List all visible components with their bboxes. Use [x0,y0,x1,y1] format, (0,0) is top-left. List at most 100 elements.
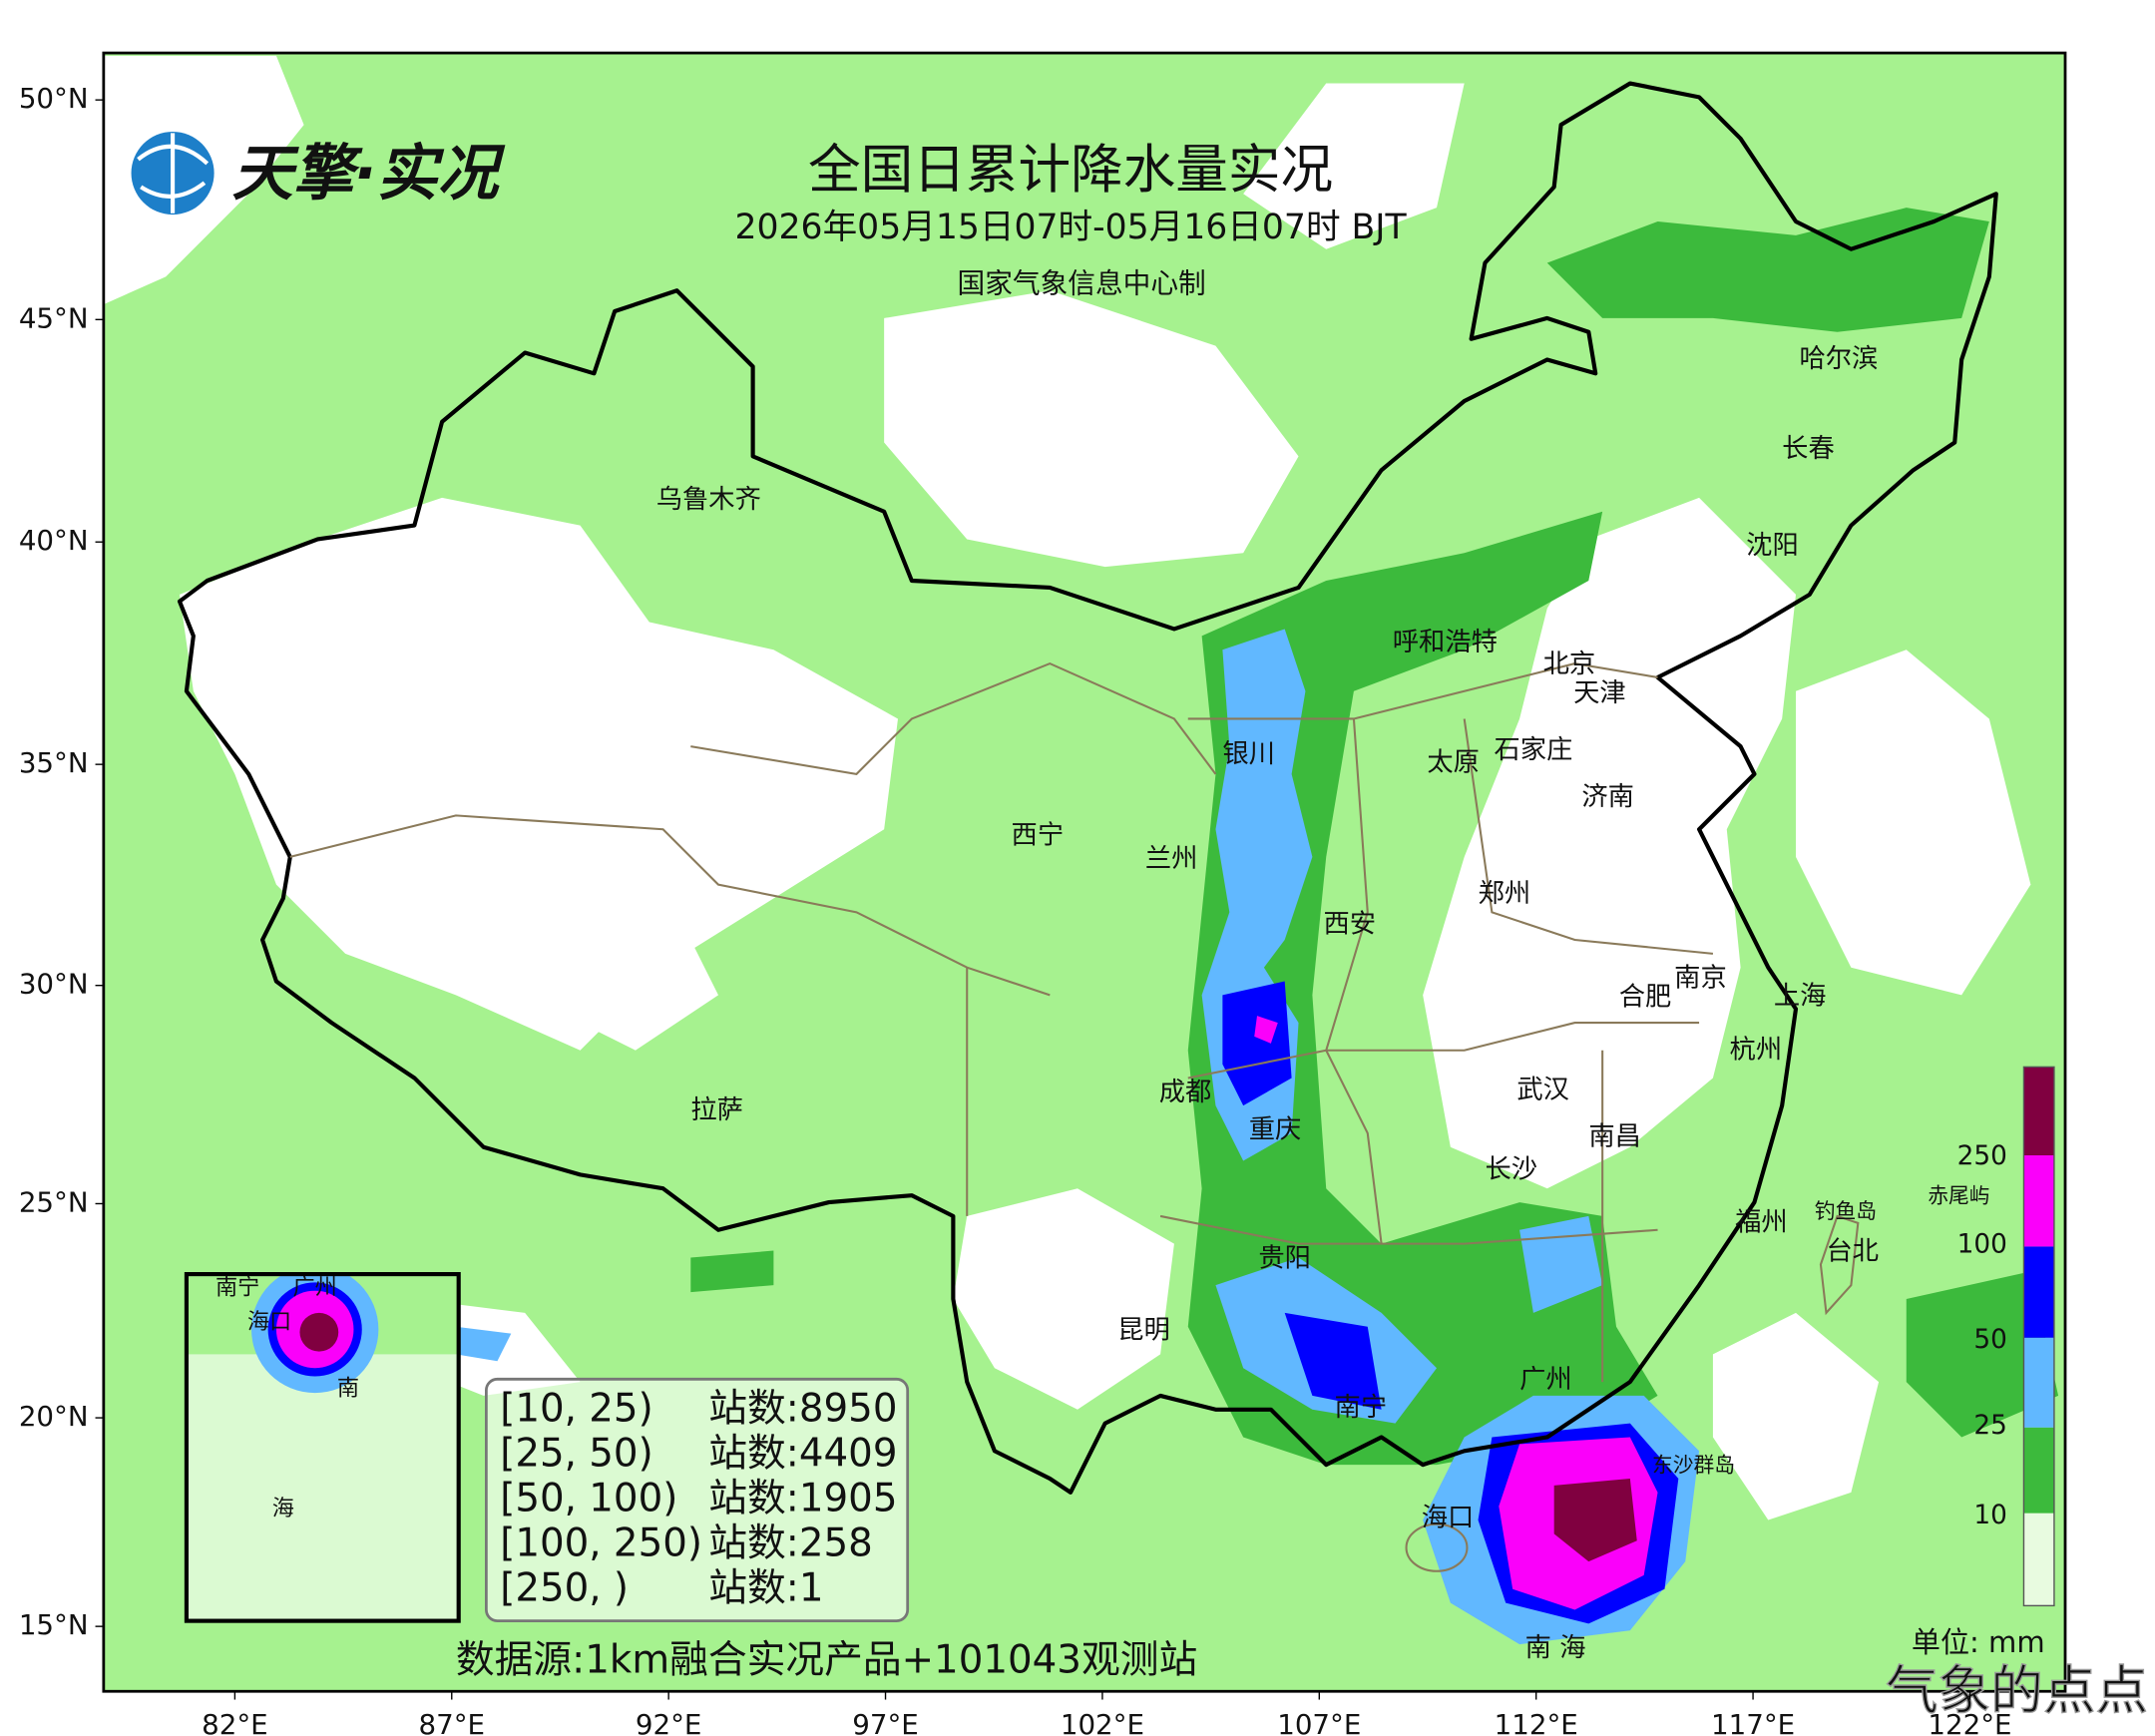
producer: 国家气象信息中心制 [958,267,1206,300]
plot-frame [102,51,2067,1693]
colorbar-segment [2023,1067,2054,1155]
lat-label: 15°N [19,1608,89,1641]
colorbar-segment [2023,1246,2054,1338]
city-label: 福州 [1735,1207,1788,1237]
city-label: 合肥 [1619,983,1672,1013]
taiwan [1819,1214,1860,1316]
city-label: 天津 [1573,678,1626,708]
unit: 单位: mm [1912,1625,2045,1659]
inset-dry [186,1354,459,1621]
colorbar-label: 250 [1957,1141,2007,1171]
stats-range: [50, 100) [500,1477,677,1521]
city-label: 武汉 [1516,1075,1569,1104]
inset-label: 广州 [293,1274,337,1300]
subtitle: 2026年05月15日07时-05月16日07时 BJT [734,208,1407,247]
colorbar-segment [2023,1427,2054,1514]
record-rain [1553,1479,1637,1562]
title: 全国日累计降水量实况 [808,140,1333,201]
source: 数据源:1km融合实况产品+101043观测站 [456,1638,1197,1683]
city-label: 杭州 [1730,1035,1783,1065]
logo-lines [137,133,210,214]
city-label: 哈尔滨 [1799,344,1878,374]
city-label: 海口 [1422,1504,1475,1533]
city-label: 长沙 [1485,1155,1537,1185]
city-label: 成都 [1159,1078,1212,1107]
inset [184,1272,461,1623]
city-label: 钓鱼岛 [1815,1199,1877,1223]
city-label: 石家庄 [1494,735,1572,765]
city-label: 台北 [1826,1236,1879,1266]
city-label: 广州 [1519,1365,1572,1395]
stats-range: [100, 250) [500,1521,702,1566]
lon-label: 82°E [202,1708,268,1736]
lat-label: 45°N [19,301,89,334]
lon-label: 107°E [1277,1708,1361,1736]
colorbar-label: 10 [1973,1501,2006,1530]
city-label: 西宁 [1012,821,1065,851]
lon-label: 97°E [852,1708,919,1736]
stats-range: [250, ) [500,1566,629,1611]
city-label: 赤尾屿 [1928,1184,1989,1208]
inset-record [299,1312,339,1352]
city-label: 银川 [1222,739,1275,769]
city-label: 乌鲁木齐 [656,485,761,515]
lat-label: 40°N [19,524,89,557]
lat-label: 35°N [19,746,89,779]
lon-label: 112°E [1495,1708,1578,1736]
city-label: 南宁 [1335,1393,1388,1423]
city-label: 北京 [1543,650,1596,679]
city-label: 济南 [1581,782,1634,812]
province-lines [289,661,1714,1383]
stats-count: 站数:1 [708,1566,823,1611]
city-label: 郑州 [1479,879,1531,909]
colorbar-label: 25 [1973,1411,2006,1441]
logo-text: 天擎·实况 [232,138,506,209]
city-label: 太原 [1427,747,1480,777]
stats-count: 站数:8950 [708,1387,897,1432]
city-label: 南 海 [1525,1633,1586,1663]
inset-label: 南宁 [216,1274,259,1300]
inset-frame [184,1272,461,1623]
city-label: 西安 [1323,909,1376,939]
boundary [177,81,1998,1495]
colorbar-label: 50 [1973,1325,2006,1355]
dry-areas [103,55,2031,1520]
stats-count: 站数:1905 [708,1477,897,1521]
hainan [1405,1522,1469,1572]
lon-label: 102°E [1061,1708,1144,1736]
city-label: 长春 [1782,434,1835,464]
city-label: 南京 [1674,963,1727,993]
inset-label: 南 [337,1376,359,1402]
colorbar-segment [2023,1155,2054,1247]
city-label: 上海 [1774,981,1827,1011]
lon-label: 117°E [1711,1708,1795,1736]
stats-range: [10, 25) [500,1387,653,1432]
lon-label: 87°E [418,1708,485,1736]
city-label: 沈阳 [1746,531,1799,561]
stats-box [485,1377,910,1622]
colorbar-label: 100 [1957,1230,2007,1260]
stats-range: [25, 50) [500,1432,653,1477]
city-label: 呼和浩特 [1393,628,1498,657]
city-label: 拉萨 [690,1095,743,1125]
stats-count: 站数:258 [708,1521,873,1566]
city-label: 南昌 [1588,1122,1641,1152]
inset-label: 海 [272,1496,294,1521]
inset-label: 海口 [247,1309,291,1335]
colorbar-segment [2023,1337,2054,1428]
lon-label: 92°E [636,1708,702,1736]
colorbar-segment [2023,1513,2054,1606]
city-label: 昆明 [1117,1315,1170,1345]
colorbar [2022,1066,2055,1607]
lon-label: 122°E [1928,1708,2011,1736]
city-label: 东沙群岛 [1652,1454,1735,1478]
colorbar-frame [2022,1066,2055,1607]
watermark: 气象的点点 [1886,1661,2148,1722]
lat-label: 50°N [19,82,89,115]
lat-label: 30°N [19,968,89,1001]
city-label: 贵阳 [1258,1243,1311,1273]
stats-count: 站数:4409 [708,1432,897,1477]
city-label: 重庆 [1249,1115,1302,1145]
